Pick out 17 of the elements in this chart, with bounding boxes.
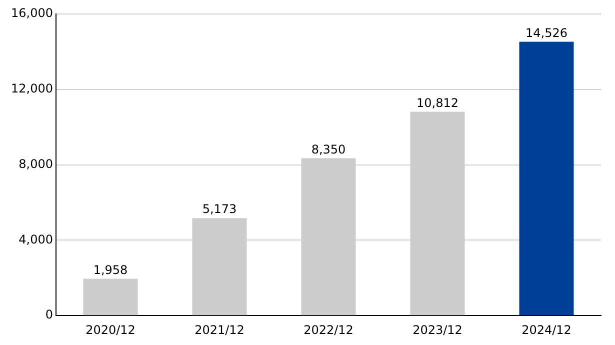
x-tick-label: 2024/12 bbox=[522, 322, 572, 337]
data-label: 5,173 bbox=[202, 202, 237, 216]
y-tick-label: 0 bbox=[45, 308, 53, 322]
x-tick-label: 2023/12 bbox=[412, 322, 462, 337]
y-tick-label: 8,000 bbox=[18, 156, 53, 171]
bar bbox=[83, 278, 138, 316]
x-tick-label: 2022/12 bbox=[304, 322, 354, 337]
data-label: 14,526 bbox=[526, 26, 568, 40]
data-label: 10,812 bbox=[416, 96, 458, 110]
bar bbox=[519, 42, 574, 316]
y-tick-label: 12,000 bbox=[10, 82, 53, 96]
y-tick-label: 4,000 bbox=[18, 232, 53, 246]
data-label: 1,958 bbox=[93, 262, 128, 277]
x-tick-label: 2021/12 bbox=[194, 322, 244, 337]
x-tick-label: 2020/12 bbox=[86, 322, 136, 337]
data-label: 8,350 bbox=[311, 142, 346, 156]
y-tick-label: 16,000 bbox=[10, 6, 53, 20]
